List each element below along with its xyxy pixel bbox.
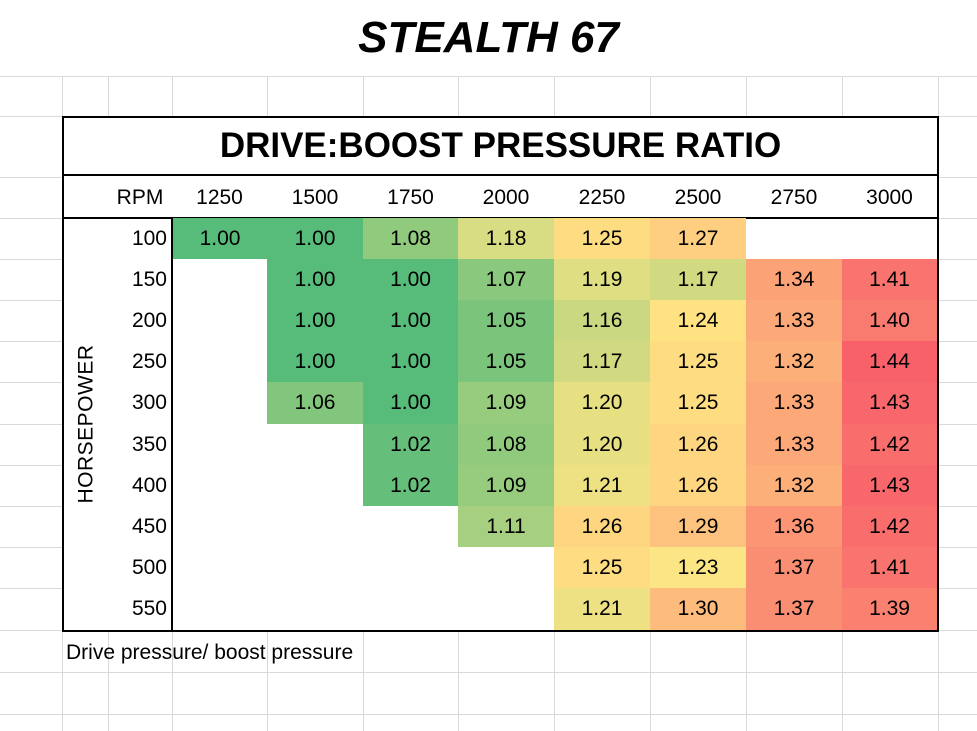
y-tick-label: 350 — [131, 432, 167, 456]
heatmap-cell: 1.00 — [363, 300, 458, 341]
heatmap-cell: 1.29 — [650, 506, 746, 547]
heatmap-cell: 1.25 — [554, 547, 650, 588]
heatmap-cell: 1.25 — [650, 382, 746, 424]
x-tick-label: 1250 — [196, 185, 243, 209]
y-tick-label: 550 — [131, 597, 167, 620]
heatmap-cell: 1.05 — [458, 300, 554, 341]
heatmap-cell: 1.09 — [458, 382, 554, 424]
heatmap-cell: 1.00 — [267, 341, 363, 382]
sheet-title: STEALTH 67 — [0, 0, 977, 76]
heatmap-cell: 1.00 — [267, 259, 363, 300]
heatmap-cell: 1.02 — [363, 424, 458, 465]
heatmap-cell: 1.43 — [842, 382, 937, 424]
grid-line — [0, 714, 977, 715]
heatmap-cell: 1.41 — [842, 259, 937, 300]
x-tick-label: 2250 — [578, 185, 626, 209]
y-tick-label: 100 — [131, 226, 167, 250]
heatmap-cell: 1.23 — [650, 547, 746, 588]
heatmap-cell: 1.00 — [363, 382, 458, 424]
heatmap-cell: 1.17 — [554, 341, 650, 382]
heatmap-cell: 1.11 — [458, 506, 554, 547]
heatmap-cell: 1.36 — [746, 506, 842, 547]
y-axis-label: HORSEPOWER — [64, 218, 108, 630]
heatmap-cell: 1.00 — [267, 218, 363, 259]
heatmap-cell: 1.26 — [650, 424, 746, 465]
y-tick-label: 150 — [131, 267, 167, 291]
x-tick-label: 1750 — [387, 185, 434, 209]
y-tick-label: 450 — [131, 514, 167, 538]
heatmap-cell: 1.25 — [554, 218, 650, 259]
heatmap-cell: 1.00 — [363, 259, 458, 300]
heatmap-cell: 1.39 — [842, 588, 937, 630]
heatmap-cell: 1.19 — [554, 259, 650, 300]
heatmap-cell: 1.32 — [746, 341, 842, 382]
heatmap-cell: 1.44 — [842, 341, 937, 382]
heatmap-cell: 1.06 — [267, 382, 363, 424]
table-title: DRIVE:BOOST PRESSURE RATIO — [64, 118, 937, 176]
x-tick-label: 2750 — [770, 185, 818, 209]
y-tick-label: 500 — [131, 555, 167, 579]
heatmap-cell: 1.24 — [650, 300, 746, 341]
heatmap-cell: 1.05 — [458, 341, 554, 382]
heatmap-cell: 1.27 — [650, 218, 746, 259]
heatmap-cell: 1.26 — [650, 465, 746, 506]
grid-line — [0, 76, 977, 77]
heatmap-cell: 1.40 — [842, 300, 937, 341]
heatmap-cell: 1.08 — [363, 218, 458, 259]
heatmap-cell: 1.07 — [458, 259, 554, 300]
heatmap-cell: 1.33 — [746, 424, 842, 465]
heatmap-cell: 1.00 — [267, 300, 363, 341]
heatmap-cell: 1.42 — [842, 506, 937, 547]
x-tick-label: 3000 — [866, 185, 913, 209]
x-tick-label: 2000 — [482, 185, 530, 209]
y-tick-label: 400 — [131, 473, 167, 497]
heatmap-cell: 1.37 — [746, 588, 842, 630]
grid-line — [0, 672, 977, 673]
heatmap-cell: 1.25 — [650, 341, 746, 382]
heatmap-cell: 1.00 — [173, 218, 267, 259]
heatmap-cell: 1.20 — [554, 424, 650, 465]
heatmap-cell: 1.09 — [458, 465, 554, 506]
heatmap-cell: 1.00 — [363, 341, 458, 382]
heatmap-cell: 1.26 — [554, 506, 650, 547]
header-divider — [171, 218, 173, 631]
heatmap-cell: 1.16 — [554, 300, 650, 341]
y-tick-label: 200 — [131, 308, 167, 332]
x-tick-label: 1500 — [291, 185, 339, 209]
y-tick-label: 300 — [131, 391, 167, 414]
heatmap-cell: 1.32 — [746, 465, 842, 506]
y-axis-label-text: HORSEPOWER — [74, 344, 98, 504]
heatmap-cell: 1.20 — [554, 382, 650, 424]
heatmap-cell: 1.17 — [650, 259, 746, 300]
heatmap-cell: 1.37 — [746, 547, 842, 588]
heatmap-cell: 1.42 — [842, 424, 937, 465]
heatmap-cell: 1.33 — [746, 300, 842, 341]
heatmap-cell: 1.21 — [554, 465, 650, 506]
heatmap-cell: 1.21 — [554, 588, 650, 630]
heatmap-cell: 1.18 — [458, 218, 554, 259]
heatmap-cell: 1.34 — [746, 259, 842, 300]
heatmap-cell: 1.43 — [842, 465, 937, 506]
x-header: RPM — [116, 185, 164, 209]
heatmap-cell: 1.33 — [746, 382, 842, 424]
heatmap-cell: 1.08 — [458, 424, 554, 465]
y-tick-label: 250 — [131, 349, 167, 373]
heatmap-cell: 1.41 — [842, 547, 937, 588]
heatmap-cell: 1.02 — [363, 465, 458, 506]
x-tick-label: 2500 — [674, 185, 722, 209]
heatmap-cell: 1.30 — [650, 588, 746, 630]
footnote: Drive pressure/ boost pressure — [66, 641, 354, 664]
